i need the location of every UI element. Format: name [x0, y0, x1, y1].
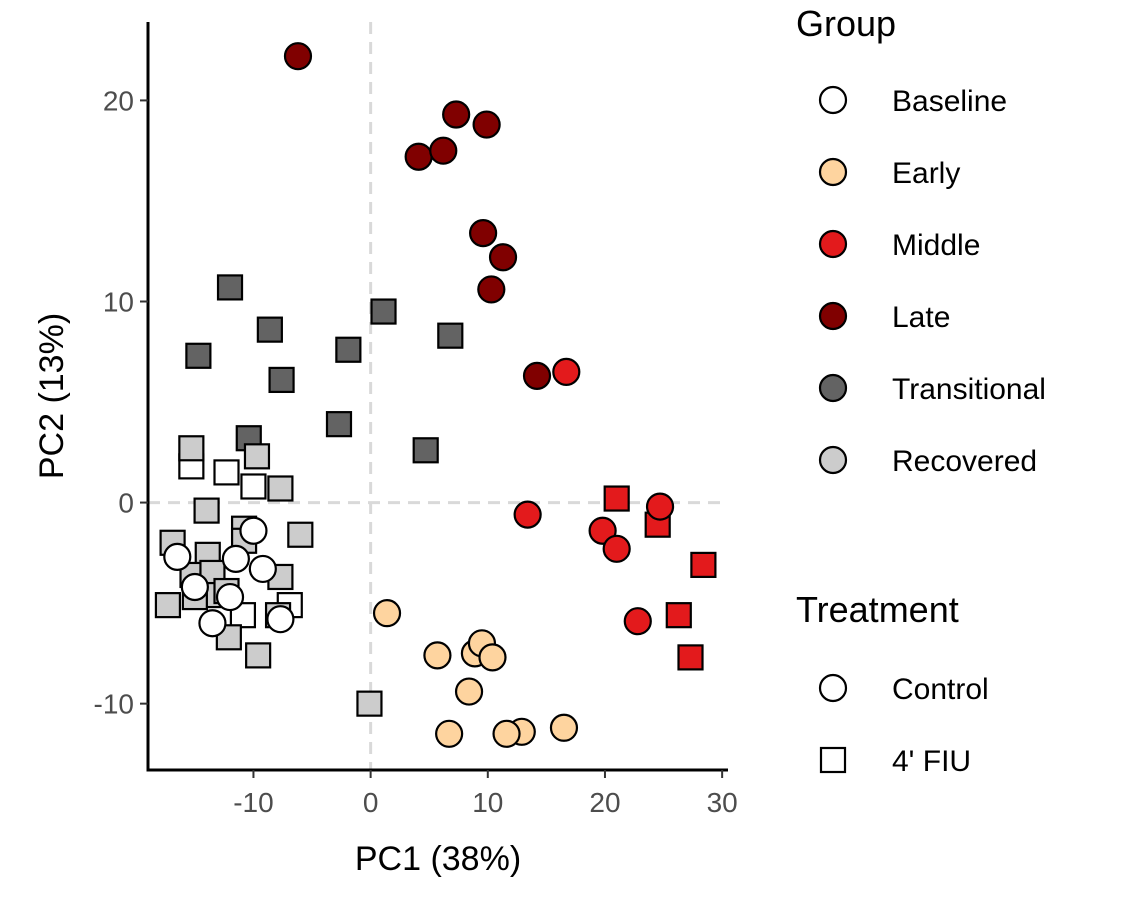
point-baseline-control	[239, 516, 268, 545]
point-early-control	[549, 713, 579, 742]
legend-label-control: Control	[892, 673, 989, 706]
treatment-legend: Treatment Control 4' FIU	[796, 589, 989, 778]
point-transitional-fiu	[216, 274, 244, 301]
x-tick-label: 0	[363, 787, 379, 818]
point-transitional-fiu	[335, 336, 362, 363]
point-middle-control	[513, 500, 542, 529]
point-baseline-control	[198, 609, 227, 638]
legend-label-early: Early	[892, 157, 960, 190]
point-recovered-fiu	[193, 497, 220, 524]
point-late-control	[472, 110, 501, 139]
point-early-control	[454, 677, 484, 706]
point-middle-fiu	[665, 602, 692, 629]
point-transitional-fiu	[325, 411, 353, 438]
point-middle-fiu	[690, 551, 717, 579]
treatment-legend-title: Treatment	[796, 589, 959, 630]
point-recovered-fiu	[154, 592, 182, 619]
x-axis-title: PC1 (38%)	[355, 840, 521, 878]
legend-key-middle	[818, 229, 848, 259]
point-late-control	[429, 136, 458, 165]
point-middle-control	[602, 534, 631, 563]
legend-label-transitional: Transitional	[892, 373, 1046, 406]
legend-key-fiu	[819, 746, 847, 774]
axes: -10 0 10 20 30 -10 0 10 20	[94, 22, 738, 818]
point-early-control	[492, 719, 521, 748]
point-early-control	[435, 719, 464, 748]
point-baseline-control	[163, 542, 192, 571]
data-points	[154, 42, 717, 748]
point-transitional-fiu	[437, 322, 464, 349]
point-early-control	[423, 641, 452, 670]
point-baseline-control	[180, 572, 209, 602]
point-middle-control	[552, 357, 581, 386]
point-baseline-fiu	[240, 473, 267, 500]
point-baseline-control	[266, 605, 295, 634]
y-tick-label: 20	[103, 85, 134, 116]
x-tick-label: -10	[233, 787, 273, 818]
point-transitional-fiu	[412, 437, 439, 464]
point-late-control	[477, 275, 506, 304]
point-middle-fiu	[603, 485, 630, 512]
y-axis-title: PC2 (13%)	[33, 313, 71, 479]
point-transitional-fiu	[256, 316, 283, 343]
point-recovered-fiu	[215, 624, 242, 651]
point-middle-control	[645, 492, 675, 521]
y-tick-label: 10	[103, 286, 134, 317]
legend-key-late	[818, 301, 848, 331]
y-tick-label: 0	[118, 488, 134, 519]
point-late-control	[522, 361, 552, 390]
legend-label-late: Late	[892, 301, 950, 334]
point-late-control	[442, 100, 471, 129]
x-tick-label: 20	[589, 787, 620, 818]
legend-key-control	[818, 673, 848, 703]
point-baseline-fiu	[213, 459, 240, 486]
group-legend: Group Baseline Early Middle Late Transitiona…	[796, 3, 1046, 478]
point-transitional-fiu	[185, 342, 212, 369]
point-recovered-fiu	[245, 642, 272, 669]
point-late-control	[488, 243, 518, 272]
point-late-control	[469, 219, 498, 248]
x-tick-label: 10	[472, 787, 503, 818]
point-baseline-control	[215, 582, 245, 612]
point-baseline-control	[248, 554, 277, 584]
legend-label-fiu: 4' FIU	[892, 745, 971, 778]
point-middle-fiu	[677, 644, 704, 671]
group-legend-title: Group	[796, 3, 896, 44]
legend-key-transitional	[818, 373, 848, 403]
point-recovered-fiu	[243, 443, 271, 470]
legend-key-early	[818, 157, 848, 187]
legend-key-recovered	[818, 445, 848, 475]
point-late-control	[404, 142, 433, 171]
point-recovered-fiu	[287, 521, 314, 548]
point-early-control	[372, 599, 402, 628]
reference-lines	[148, 22, 728, 770]
legend-label-baseline: Baseline	[892, 85, 1007, 118]
y-tick-label: -10	[94, 689, 134, 720]
point-transitional-fiu	[370, 298, 397, 325]
point-recovered-fiu	[267, 475, 294, 502]
legend-label-recovered: Recovered	[892, 445, 1037, 478]
x-tick-label: 30	[707, 787, 738, 818]
point-transitional-fiu	[268, 366, 295, 394]
point-late-control	[283, 42, 313, 71]
point-early-control	[478, 643, 507, 672]
point-recovered-fiu	[356, 690, 383, 717]
point-recovered-fiu	[178, 435, 205, 462]
legend-label-middle: Middle	[892, 229, 980, 262]
legend-key-baseline	[818, 85, 848, 115]
point-baseline-control	[221, 544, 250, 573]
point-middle-control	[623, 607, 652, 636]
